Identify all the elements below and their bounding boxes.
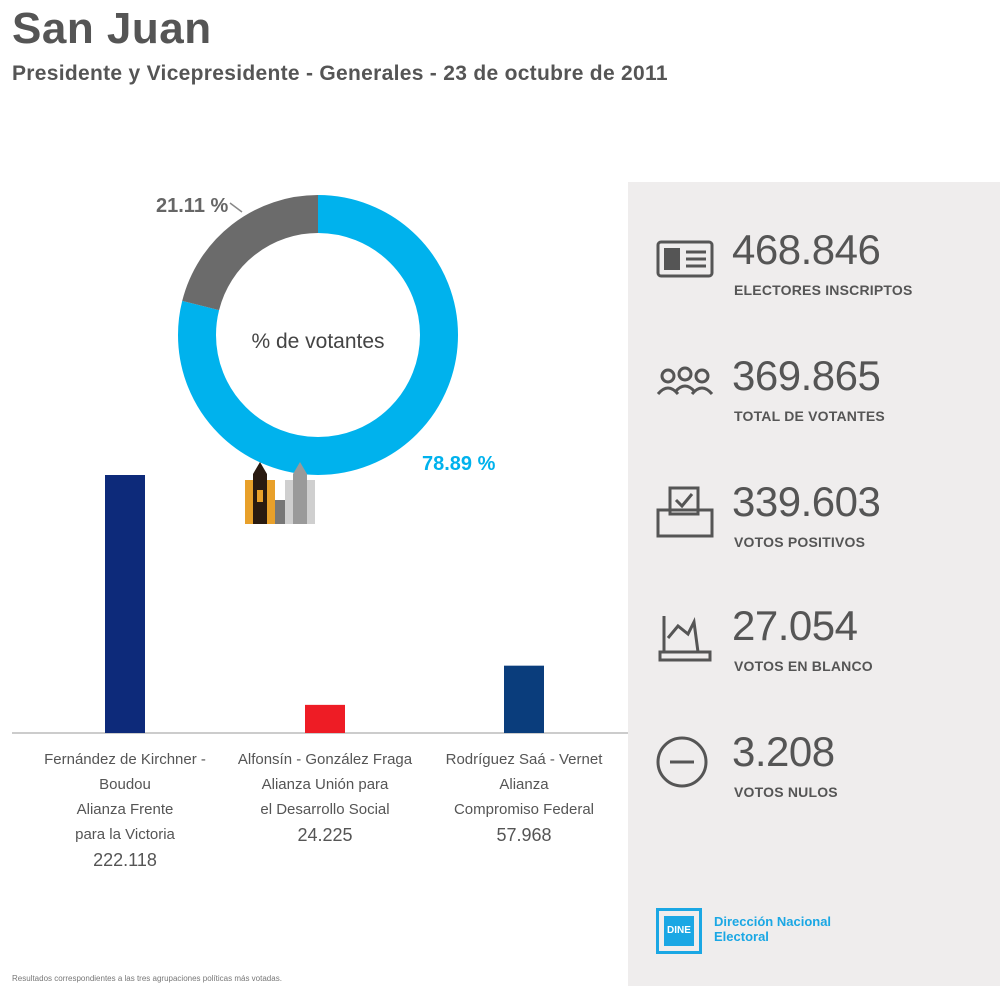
- category-label: Alianza: [499, 776, 549, 793]
- stat-label: VOTOS NULOS: [734, 784, 838, 800]
- stat-electores: 468.846 ELECTORES INSCRIPTOS: [628, 226, 1000, 316]
- page-subtitle: Presidente y Vicepresidente - Generales …: [12, 62, 668, 85]
- people-icon: [656, 366, 714, 396]
- category-label: Alfonsín - González Fraga: [238, 751, 413, 768]
- stat-blanco: 27.054 VOTOS EN BLANCO: [628, 602, 1000, 692]
- id-card-icon: [656, 240, 714, 278]
- stat-value: 339.603: [732, 478, 881, 525]
- category-label: Boudou: [99, 776, 151, 793]
- stat-value: 27.054: [732, 602, 858, 649]
- blank-vote-icon: [658, 616, 712, 662]
- stat-nulos: 3.208 VOTOS NULOS: [628, 728, 1000, 818]
- bar-1: [305, 704, 345, 733]
- category-label: el Desarrollo Social: [260, 801, 389, 818]
- value-label: 57.968: [496, 825, 551, 845]
- category-label: para la Victoria: [75, 826, 175, 843]
- dine-logo-line2: Electoral: [714, 929, 769, 944]
- bar-0: [105, 475, 145, 733]
- page-title: San Juan: [12, 4, 212, 53]
- slice-label-grey: 21.11 %: [156, 195, 229, 217]
- donut-slice-1: [178, 195, 458, 475]
- stats-panel: 468.846 ELECTORES INSCRIPTOS 369.865 TOT…: [628, 182, 1000, 986]
- church-watermark-icon: [245, 462, 315, 524]
- slice-leader-line: [229, 202, 243, 213]
- bar-chart: Fernández de Kirchner - Boudou Alianza Fre…: [12, 475, 628, 870]
- category-label: Compromiso Federal: [454, 801, 594, 818]
- dine-logo-mark-text: DINE: [664, 916, 694, 946]
- donut-chart: % de votantes 21.11 % 78.89 %: [156, 195, 496, 475]
- category-label: Alianza Unión para: [262, 776, 389, 793]
- stat-value: 468.846: [732, 226, 881, 273]
- value-label: 222.118: [93, 850, 157, 870]
- stat-votantes: 369.865 TOTAL DE VOTANTES: [628, 352, 1000, 442]
- stat-value: 369.865: [732, 352, 881, 399]
- dine-logo-text: Dirección Nacional Electoral: [714, 914, 831, 944]
- stat-value: 3.208: [732, 728, 835, 775]
- null-vote-icon: [656, 736, 708, 788]
- category-label: Alianza Frente: [77, 801, 174, 818]
- category-label: Rodríguez Saá - Vernet: [446, 751, 604, 768]
- stat-positivos: 339.603 VOTOS POSITIVOS: [628, 478, 1000, 568]
- footnote: Resultados correspondientes a las tres a…: [12, 974, 282, 983]
- dine-logo-mark: DINE: [656, 908, 702, 954]
- stat-label: VOTOS EN BLANCO: [734, 658, 873, 674]
- stat-label: TOTAL DE VOTANTES: [734, 408, 885, 424]
- donut-center-label: % de votantes: [251, 330, 384, 353]
- dine-logo-line1: Dirección Nacional: [714, 914, 832, 929]
- dine-logo: DINE Dirección Nacional Electoral: [656, 908, 896, 958]
- value-label: 24.225: [297, 825, 352, 845]
- stat-label: VOTOS POSITIVOS: [734, 534, 866, 550]
- bar-2: [504, 665, 544, 733]
- slice-label-blue: 78.89 %: [422, 453, 496, 475]
- stat-label: ELECTORES INSCRIPTOS: [734, 282, 913, 298]
- category-label: Fernández de Kirchner -: [44, 751, 206, 768]
- ballot-box-icon: [656, 486, 714, 538]
